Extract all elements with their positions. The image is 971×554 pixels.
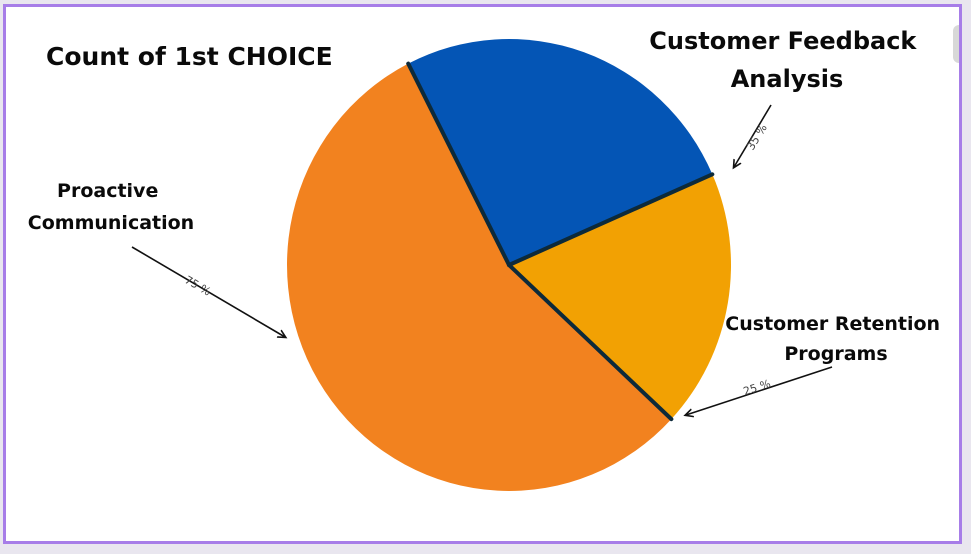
pie-slice-customer-retention-programs [509,174,732,420]
pct-label-customer-feedback-analysis: 35 % [744,122,770,153]
slice-separators [406,61,715,422]
slice-label-line: Proactive [57,180,158,202]
pie-slice-customer-feedback-analysis [408,38,713,265]
chart-frame: Count of 1st CHOICE Customer Feedback An… [3,4,962,544]
slice-label-line: Analysis [731,65,844,93]
slice-label-customer-retention-programs: Customer Retention Programs [725,313,946,365]
pct-label-proactive-communication: 75 % [182,273,213,298]
slice-separator [507,172,715,267]
slice-label-line: Customer Feedback [649,27,917,55]
leader-line-customer-feedback-analysis [734,104,772,167]
leader-line-customer-retention-programs [686,366,833,415]
pct-label-customer-retention-programs: 25 % [742,377,773,398]
slice-label-customer-feedback-analysis: Customer Feedback Analysis [649,27,925,93]
pie-slices [287,38,732,491]
slice-label-proactive-communication: Proactive Communication [28,180,194,234]
leader-line-proactive-communication [131,246,285,337]
slice-label-line: Communication [28,212,194,234]
chart-title: Count of 1st CHOICE [46,42,333,71]
slice-label-line: Programs [784,343,887,365]
scroll-edge-handle [953,25,959,63]
slice-label-line: Customer Retention [725,313,940,335]
slice-separator [406,61,511,267]
slice-separator [507,263,674,422]
pie-chart: Count of 1st CHOICE Customer Feedback An… [28,27,946,491]
pie-slice-proactive-communication [287,63,672,491]
